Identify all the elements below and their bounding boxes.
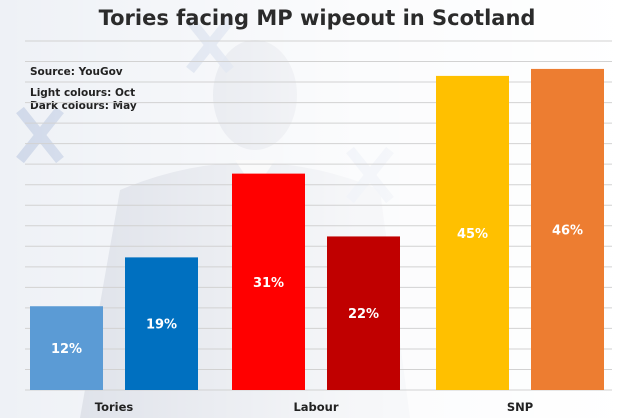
bar-tories-may	[125, 257, 198, 390]
data-label: 12%	[51, 342, 82, 357]
data-label: 31%	[253, 276, 284, 291]
bar-labour-may	[327, 236, 400, 390]
bar-snp-oct	[436, 75, 509, 391]
data-label: 45%	[457, 227, 488, 242]
category-label: SNP	[507, 400, 533, 414]
bar-snp-may	[531, 68, 604, 391]
data-label: 22%	[348, 307, 379, 322]
bar-labour-oct	[232, 173, 305, 390]
category-label: Labour	[293, 400, 338, 414]
category-label: Tories	[95, 400, 134, 414]
source-note: Source: YouGov	[30, 66, 123, 78]
chart-title: Tories facing MP wipeout in Scotland	[98, 6, 536, 30]
data-label: 19%	[146, 318, 177, 333]
bar-tories-oct	[30, 306, 103, 390]
legend-light-note: Light colours: Oct	[30, 87, 136, 99]
data-label: 46%	[552, 223, 583, 238]
